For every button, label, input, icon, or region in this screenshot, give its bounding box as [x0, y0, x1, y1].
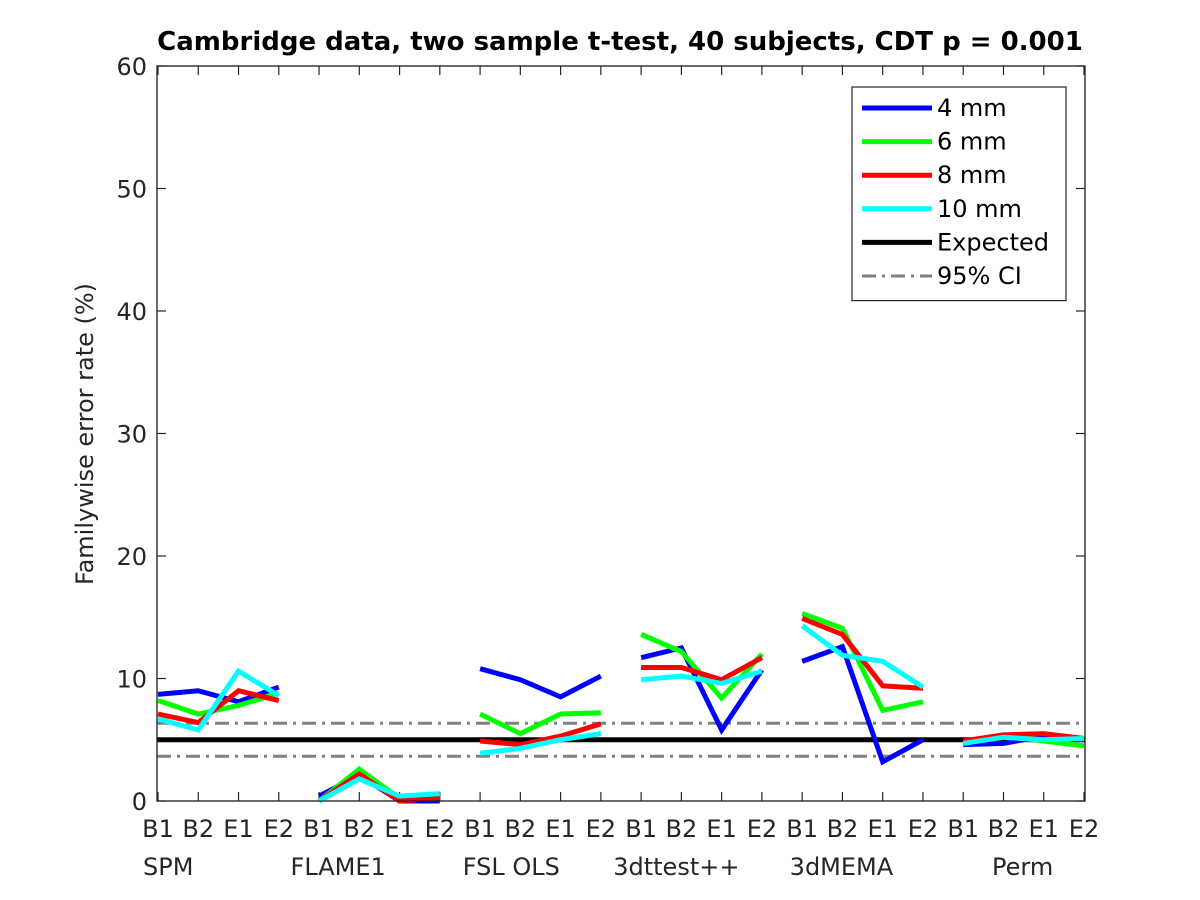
x-tick-label: E1 [706, 815, 736, 843]
x-tick-label: B2 [988, 815, 1020, 843]
x-tick-label: B1 [142, 815, 174, 843]
plot-area: 0 10 20 30 40 50 60 B1 B2 E1 E2 B1 B2 E1 E2 B1 B2 E1 E2 B1 B… [116, 53, 1099, 881]
legend-entry-label: 8 mm [937, 161, 1007, 189]
y-tick-label: 30 [116, 421, 147, 449]
legend-entry-label: 95% CI [937, 262, 1022, 290]
y-tick-label: 50 [116, 176, 147, 204]
series-line [800, 623, 925, 690]
legend-entry-label: 4 mm [937, 94, 1007, 122]
series-line [801, 643, 925, 766]
group-label: Perm [992, 853, 1053, 881]
x-tick-label: E2 [264, 815, 294, 843]
x-tick-label: E2 [908, 815, 938, 843]
x-tick-label: E2 [1069, 815, 1099, 843]
series-line [157, 688, 280, 726]
x-tick-label: E1 [223, 815, 253, 843]
x-tick-label: B1 [947, 815, 979, 843]
axes-box-top [156, 65, 1086, 802]
x-tick-label: B1 [625, 815, 657, 843]
x-tick-label: B2 [504, 815, 536, 843]
x-tick-label: B1 [303, 815, 335, 843]
x-tick-label: B1 [786, 815, 818, 843]
legend-entry-label: 10 mm [937, 195, 1022, 223]
x-tick-label: E1 [545, 815, 575, 843]
group-label: SPM [143, 853, 193, 881]
x-tick-label: E2 [586, 815, 616, 843]
x-tick-label: E1 [867, 815, 897, 843]
series-line [478, 710, 601, 737]
y-tick-label: 60 [116, 53, 147, 81]
legend: 4 mm 6 mm 8 mm 10 mm Expected 95% CI [851, 86, 1067, 302]
y-tick-label: 20 [116, 543, 147, 571]
y-tick-label: 40 [116, 298, 147, 326]
y-tick-label: 0 [132, 788, 147, 816]
series-line [641, 655, 764, 683]
group-label: FSL OLS [463, 853, 560, 881]
group-label: FLAME1 [291, 853, 386, 881]
x-tick-label: E2 [425, 815, 455, 843]
x-tick-label: E1 [1029, 815, 1059, 843]
legend-entry-label: Expected [937, 228, 1049, 256]
group-label: 3dMEMA [790, 853, 894, 881]
x-tick-label: B2 [343, 815, 375, 843]
legend-entry-label: 6 mm [937, 128, 1007, 156]
series-line [479, 666, 603, 700]
legend-box [851, 86, 1067, 302]
series-line [479, 721, 602, 748]
series-line [157, 667, 281, 733]
x-tick-label: B2 [666, 815, 698, 843]
series-line [317, 776, 440, 804]
series-line [640, 644, 764, 735]
series-line [801, 611, 924, 714]
series-line [640, 668, 763, 686]
x-tick-label: B1 [464, 815, 496, 843]
x-tick-label: E2 [747, 815, 777, 843]
group-label: 3dttest++ [613, 853, 739, 881]
y-axis-label: Familywise error rate (%) [71, 283, 99, 585]
y-tick-label: 10 [116, 666, 147, 694]
x-tick-label: E1 [384, 815, 414, 843]
series-line [479, 731, 602, 756]
chart-title: Cambridge data, two sample t-test, 40 su… [157, 27, 1083, 57]
series-line [962, 734, 1085, 746]
x-tick-label: B2 [827, 815, 859, 843]
x-tick-label: B2 [182, 815, 214, 843]
